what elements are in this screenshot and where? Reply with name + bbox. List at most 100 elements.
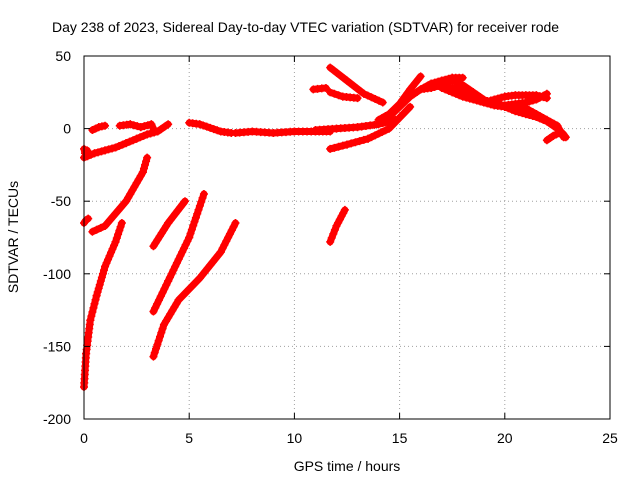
data-point-marker	[129, 136, 138, 145]
data-point-marker	[154, 336, 163, 345]
data-point-marker	[371, 131, 380, 140]
data-point-marker	[338, 141, 347, 150]
data-point-marker	[165, 273, 174, 282]
chart-title: Day 238 of 2023, Sidereal Day-to-day VTE…	[52, 19, 559, 35]
data-point-marker	[126, 120, 135, 129]
data-point-marker	[151, 303, 160, 312]
data-point-marker	[378, 127, 387, 136]
data-point-marker	[178, 248, 187, 257]
data-point-marker	[458, 73, 467, 82]
data-point-marker	[156, 292, 165, 301]
data-point-marker	[437, 83, 446, 92]
data-point-marker	[114, 230, 123, 239]
axis-ticks: -200 -150 -100 -50 0 50 0 5 10 15 20 25	[43, 48, 618, 446]
data-point-marker	[490, 99, 499, 108]
data-point-marker	[84, 214, 93, 223]
plot-frame	[83, 55, 611, 420]
data-point-marker	[326, 144, 335, 153]
y-tick-label: -50	[51, 193, 71, 209]
data-point-marker	[359, 89, 368, 98]
data-point-marker	[427, 81, 436, 90]
data-point-marker	[448, 88, 457, 97]
data-point-marker	[327, 233, 336, 242]
data-point-marker	[92, 291, 101, 300]
data-point-marker	[111, 237, 120, 246]
data-point-marker	[191, 213, 200, 222]
data-point-marker	[93, 287, 102, 296]
data-point-marker	[147, 120, 156, 129]
data-point-marker	[97, 273, 106, 282]
data-point-marker	[132, 134, 141, 143]
data-point-marker	[122, 139, 131, 148]
data-point-marker	[353, 94, 362, 103]
data-point-marker	[118, 140, 127, 149]
data-point-marker	[231, 218, 240, 227]
data-point-marker	[359, 135, 368, 144]
data-point-marker	[462, 93, 471, 102]
data-point-marker	[476, 97, 485, 106]
data-point-marker	[187, 225, 196, 234]
data-point-marker	[162, 280, 171, 289]
data-point-marker	[142, 157, 151, 166]
data-point-marker	[202, 122, 211, 131]
data-point-marker	[90, 149, 99, 158]
data-point-marker	[140, 122, 149, 131]
x-tick-label: 5	[185, 430, 193, 446]
data-point-marker	[108, 144, 117, 153]
data-point-marker	[199, 189, 208, 198]
data-point-marker	[222, 237, 231, 246]
y-tick-label: -200	[43, 411, 71, 427]
data-point-marker	[153, 340, 162, 349]
data-point-marker	[129, 121, 138, 130]
data-point-marker	[330, 225, 339, 234]
y-tick-label: -100	[43, 266, 71, 282]
data-point-marker	[104, 145, 113, 154]
data-point-marker	[88, 227, 97, 236]
data-point-marker	[367, 93, 376, 102]
data-point-marker	[98, 269, 107, 278]
data-point-marker	[483, 97, 492, 106]
data-point-marker	[329, 229, 338, 238]
data-point-marker	[504, 104, 513, 113]
data-point-marker	[218, 244, 227, 253]
data-point-marker	[94, 284, 103, 293]
data-point-marker	[539, 93, 548, 102]
data-point-marker	[116, 222, 125, 231]
data-point-marker	[434, 78, 443, 87]
data-point-marker	[511, 107, 520, 116]
y-tick-label: 0	[63, 121, 71, 137]
data-point-marker	[107, 248, 116, 257]
data-point-marker	[199, 121, 208, 130]
data-point-marker	[518, 109, 527, 118]
data-point-marker	[406, 102, 415, 111]
data-point-marker	[500, 102, 509, 111]
data-point-marker	[133, 122, 142, 131]
data-point-marker	[105, 251, 114, 260]
data-point-marker	[138, 168, 147, 177]
x-tick-label: 0	[80, 430, 88, 446]
data-point-marker	[153, 299, 162, 308]
data-point-marker	[136, 133, 145, 142]
data-point-marker	[535, 92, 544, 101]
data-point-marker	[115, 142, 124, 151]
data-point-marker	[167, 269, 176, 278]
data-point-marker	[186, 229, 195, 238]
data-point-marker	[181, 240, 190, 249]
data-point-marker	[227, 226, 236, 235]
data-point-marker	[150, 348, 159, 357]
data-point-marker	[197, 197, 206, 206]
data-point-marker	[176, 251, 185, 260]
data-point-marker	[451, 78, 460, 87]
data-point-marker	[164, 277, 173, 286]
data-point-marker	[83, 152, 92, 161]
data-point-marker	[542, 94, 551, 103]
data-point-marker	[430, 79, 439, 88]
series-line-arc-3	[80, 219, 126, 391]
data-point-marker	[143, 121, 152, 130]
data-point-marker	[91, 295, 100, 304]
data-point-marker	[343, 140, 351, 149]
data-point-marker	[112, 234, 121, 243]
data-point-marker	[355, 137, 364, 146]
data-point-marker	[108, 244, 117, 253]
